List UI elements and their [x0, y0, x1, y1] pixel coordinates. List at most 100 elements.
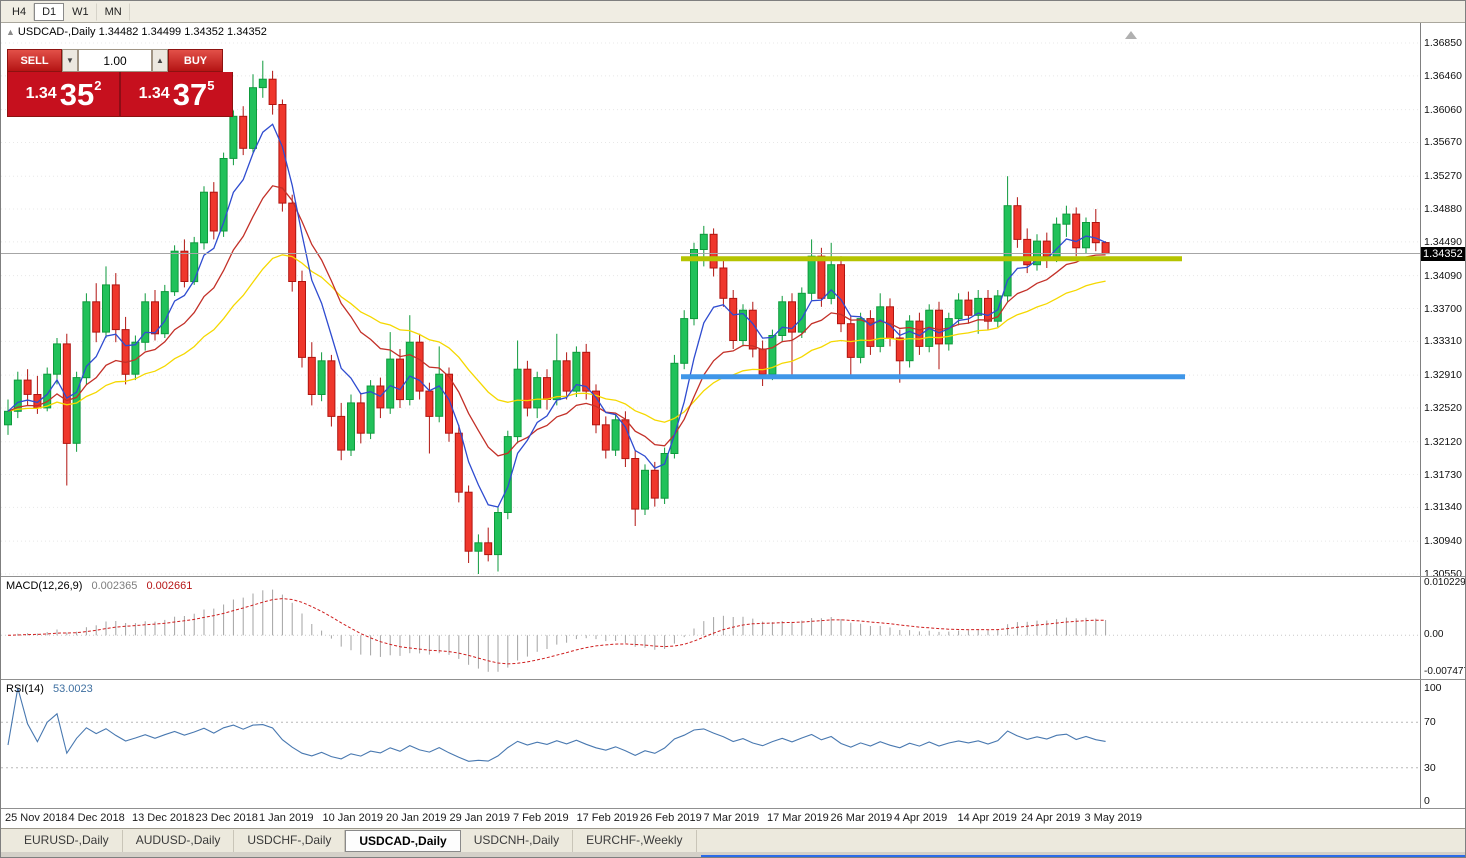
chart-tab-audusd-daily[interactable]: AUDUSD-,Daily: [123, 829, 235, 852]
macd-signal-value: 0.002661: [146, 580, 193, 592]
price-grid-layer: [1, 42, 1421, 575]
price-axis-label: 1.32120: [1424, 436, 1462, 448]
price-axis-label: 1.35670: [1424, 136, 1462, 148]
trade-prices-row: 1.34 35 2 1.34 37 5: [7, 72, 233, 117]
date-label: 24 Apr 2019: [1021, 812, 1081, 824]
price-axis-label: 1.30940: [1424, 535, 1462, 547]
chart-tab-usdcnh-daily[interactable]: USDCNH-,Daily: [461, 829, 574, 852]
date-label: 29 Jan 2019: [449, 812, 511, 824]
ma-fast-line: [7, 123, 1106, 508]
rsi-label-row: RSI(14) 53.0023: [6, 683, 93, 695]
price-axis[interactable]: 1.36850 1.36460 1.36060 1.35670 1.35270 1.348…: [1420, 23, 1465, 580]
price-axis-label: 1.34090: [1424, 270, 1462, 282]
rsi-indicator-panel: RSI(14) 53.0023 100 70 30 0: [1, 679, 1465, 808]
candles-layer: [4, 60, 1110, 574]
macd-label-row: MACD(12,26,9) 0.002365 0.002661: [6, 580, 192, 592]
buy-price-display[interactable]: 1.34 37 5: [121, 72, 232, 116]
date-label: 23 Dec 2018: [195, 812, 258, 824]
ma-slow-line: [7, 254, 1106, 423]
window-bottom-accent: [701, 855, 1465, 857]
date-axis[interactable]: 25 Nov 2018 4 Dec 2018 13 Dec 2018 23 Dec 2…: [1, 808, 1465, 828]
macd-canvas[interactable]: [1, 577, 1421, 679]
price-axis-label: 1.32910: [1424, 369, 1462, 381]
price-axis-label: 1.36850: [1424, 37, 1462, 49]
chart-tabs: EURUSD-,Daily AUDUSD-,Daily USDCHF-,Daily U…: [11, 829, 697, 852]
chart-shift-marker[interactable]: [1125, 31, 1137, 39]
date-label: 14 Apr 2019: [957, 812, 1017, 824]
macd-label: MACD(12,26,9): [6, 580, 83, 592]
buy-button[interactable]: BUY: [168, 49, 223, 72]
price-chart-canvas[interactable]: [1, 23, 1421, 576]
date-label: 3 May 2019: [1084, 812, 1142, 824]
sell-price-pipette: 2: [94, 78, 102, 93]
volume-input[interactable]: [78, 49, 152, 72]
sell-price-main: 1.34: [25, 85, 57, 102]
price-axis-label: 1.33700: [1424, 303, 1462, 315]
current-price-badge: 1.34352: [1421, 247, 1465, 261]
macd-axis-max: 0.010229: [1424, 577, 1466, 588]
price-axis-label: 1.35270: [1424, 170, 1462, 182]
volume-increase-button[interactable]: ▲: [152, 49, 168, 72]
date-label: 7 Mar 2019: [703, 812, 760, 824]
macd-axis[interactable]: 0.010229 0.00 -0.007477: [1420, 577, 1465, 679]
rsi-line: [7, 687, 1106, 762]
rsi-axis[interactable]: 100 70 30 0: [1420, 680, 1465, 808]
chart-tab-usdchf-daily[interactable]: USDCHF-,Daily: [234, 829, 346, 852]
sell-button[interactable]: SELL: [7, 49, 62, 72]
buy-price-pipette: 5: [207, 78, 215, 93]
timeframe-tab-w1[interactable]: W1: [64, 2, 97, 21]
timeframe-tab-mn[interactable]: MN: [97, 2, 130, 21]
date-label: 4 Apr 2019: [894, 812, 948, 824]
price-axis-label: 1.31730: [1424, 469, 1462, 481]
window-bottom-strip: [1, 852, 1465, 857]
tick-direction-up-icon: ▲: [6, 27, 15, 37]
timeframe-tabs: H4 D1 W1 MN: [4, 2, 130, 21]
sell-price-display[interactable]: 1.34 35 2: [8, 72, 121, 116]
one-click-trading-panel: SELL ▼ ▲ BUY 1.34 35 2 1.34 37 5: [7, 49, 233, 117]
date-label: 7 Feb 2019: [513, 812, 569, 824]
macd-main-value: 0.002365: [91, 580, 138, 592]
timeframe-tab-d1[interactable]: D1: [34, 2, 65, 21]
chart-tabs-bar: EURUSD-,Daily AUDUSD-,Daily USDCHF-,Daily U…: [1, 828, 1465, 852]
date-label: 13 Dec 2018: [132, 812, 195, 824]
rsi-axis-30: 30: [1424, 762, 1436, 774]
chart-tab-eurchf-weekly[interactable]: EURCHF-,Weekly: [573, 829, 697, 852]
price-axis-label: 1.34490: [1424, 236, 1462, 248]
date-label: 4 Dec 2018: [68, 812, 125, 824]
rsi-value: 53.0023: [52, 683, 93, 695]
price-axis-label: 1.31340: [1424, 501, 1462, 513]
rsi-label: RSI(14): [6, 683, 44, 695]
buy-price-main: 1.34: [138, 85, 170, 102]
macd-axis-min: -0.007477: [1424, 666, 1466, 677]
chart-tab-usdcad-daily[interactable]: USDCAD-,Daily: [345, 829, 461, 852]
timeframe-toolbar: H4 D1 W1 MN: [1, 1, 1465, 23]
timeframe-tab-h4[interactable]: H4: [4, 2, 35, 21]
macd-signal-line: [7, 598, 1106, 665]
rsi-axis-70: 70: [1424, 716, 1436, 728]
macd-histogram: [17, 589, 1107, 672]
main-price-chart-panel: ▲ USDCAD-,Daily 1.34482 1.34499 1.34352 1…: [1, 23, 1465, 580]
chart-title: ▲ USDCAD-,Daily 1.34482 1.34499 1.34352 1…: [6, 26, 267, 38]
rsi-axis-100: 100: [1424, 682, 1442, 694]
date-label: 10 Jan 2019: [322, 812, 384, 824]
macd-axis-zero: 0.00: [1424, 629, 1444, 640]
buy-price-pips: 37: [172, 76, 208, 112]
date-label: 20 Jan 2019: [386, 812, 447, 824]
ma-mid-line: [7, 185, 1106, 457]
trade-controls-row: SELL ▼ ▲ BUY: [7, 49, 233, 72]
chart-tab-eurusd-daily[interactable]: EURUSD-,Daily: [11, 829, 123, 852]
date-label: 17 Feb 2019: [576, 812, 639, 824]
sell-price-pips: 35: [59, 76, 95, 112]
date-label: 17 Mar 2019: [767, 812, 829, 824]
date-label: 1 Jan 2019: [259, 812, 314, 824]
chart-title-text: USDCAD-,Daily 1.34482 1.34499 1.34352 1.…: [17, 26, 267, 38]
macd-indicator-panel: MACD(12,26,9) 0.002365 0.002661 0.010229…: [1, 576, 1465, 679]
price-axis-label: 1.36460: [1424, 70, 1462, 82]
date-label: 26 Mar 2019: [830, 812, 893, 824]
volume-decrease-button[interactable]: ▼: [62, 49, 78, 72]
price-axis-label: 1.34880: [1424, 203, 1462, 215]
rsi-canvas[interactable]: [1, 680, 1421, 808]
date-label: 25 Nov 2018: [5, 812, 68, 824]
rsi-axis-0: 0: [1424, 795, 1430, 807]
date-label: 26 Feb 2019: [640, 812, 702, 824]
